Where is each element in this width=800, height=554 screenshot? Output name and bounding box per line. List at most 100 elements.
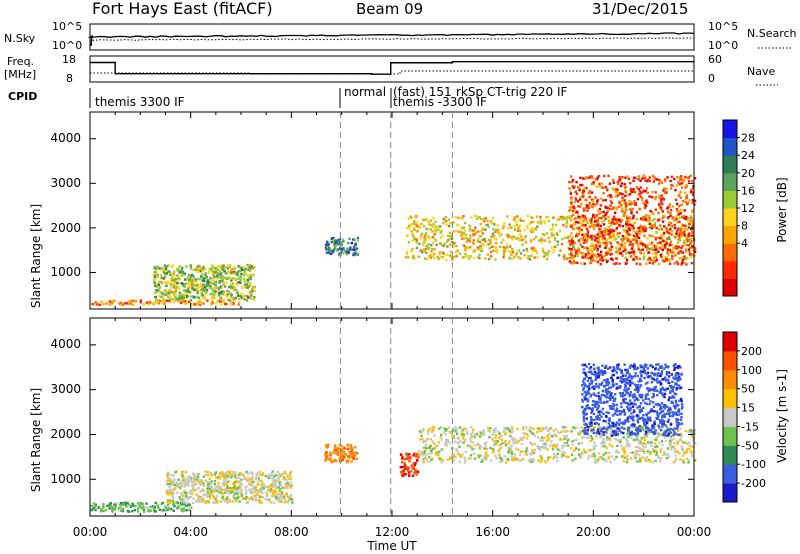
vel-data-cell <box>204 479 208 482</box>
power-data-cell <box>205 275 208 279</box>
vel-data-cell <box>167 483 170 486</box>
power-data-cell <box>242 266 246 269</box>
power-data-cell <box>224 272 227 275</box>
power-data-cell <box>680 175 683 178</box>
vel-data-cell <box>645 430 648 434</box>
vel-data-cell <box>269 501 273 504</box>
power-data-cell <box>598 235 602 238</box>
power-data-cell <box>201 288 204 291</box>
vel-data-cell <box>251 499 255 502</box>
power-data-cell <box>686 228 689 231</box>
power-data-cell <box>484 257 487 260</box>
power-data-cell <box>197 285 200 289</box>
power-data-cell <box>237 303 240 306</box>
power-data-cell <box>648 195 651 198</box>
power-data-cell <box>691 234 694 237</box>
power-data-cell <box>606 251 609 254</box>
vel-data-cell <box>271 476 274 479</box>
vel-data-cell <box>595 416 598 419</box>
power-data-cell <box>492 228 495 231</box>
power-data-cell <box>614 190 618 194</box>
power-data-cell <box>584 224 587 227</box>
power-data-cell <box>580 251 583 255</box>
vel-data-cell <box>469 457 472 460</box>
power-data-cell <box>641 248 645 251</box>
power-data-cell <box>439 236 443 239</box>
vel-data-cell <box>262 484 265 487</box>
power-data-cell <box>691 245 694 248</box>
vel-data-cell <box>192 472 195 476</box>
power-data-cell <box>582 190 586 193</box>
power-data-cell <box>173 300 176 303</box>
power-data-cell <box>688 250 691 253</box>
vel-data-cell <box>239 490 242 493</box>
power-data-cell <box>668 243 672 247</box>
power-data-cell <box>436 255 439 259</box>
vel-data-cell <box>631 375 634 379</box>
vel-data-cell <box>205 493 208 496</box>
power-data-cell <box>157 289 160 292</box>
power-data-cell <box>620 243 624 246</box>
vel-data-cell <box>672 430 676 433</box>
power-data-cell <box>433 233 436 236</box>
power-data-cell <box>329 249 332 252</box>
vel-data-cell <box>289 486 292 489</box>
power-data-cell <box>222 298 226 302</box>
power-data-cell <box>535 215 539 218</box>
power-data-cell <box>163 264 166 267</box>
vel-data-cell <box>336 447 339 450</box>
vel-data-cell <box>449 457 452 460</box>
power-data-cell <box>654 238 657 241</box>
power-data-cell <box>342 247 345 250</box>
power-data-cell <box>604 251 608 254</box>
power-data-cell <box>164 293 167 297</box>
vel-data-cell <box>242 474 245 477</box>
vel-data-cell <box>625 457 629 460</box>
power-data-cell <box>505 243 509 246</box>
power-data-cell <box>199 299 203 302</box>
vel-data-cell <box>153 510 156 513</box>
power-data-cell <box>326 240 329 243</box>
vel-data-cell <box>609 395 612 398</box>
power-data-cell <box>649 209 652 213</box>
vel-data-cell <box>593 422 597 425</box>
vel-data-cell <box>592 412 596 416</box>
vel-data-cell <box>210 480 213 483</box>
power-data-cell <box>620 204 623 207</box>
vel-data-cell <box>225 486 229 489</box>
power-data-cell <box>471 232 475 236</box>
power-data-cell <box>174 286 178 289</box>
power-data-cell <box>196 271 199 274</box>
power-data-cell <box>157 302 161 305</box>
vel-data-cell <box>687 430 690 433</box>
power-data-cell <box>589 244 592 248</box>
power-data-cell <box>212 270 216 274</box>
power-data-cell <box>648 257 651 260</box>
power-data-cell <box>623 237 626 240</box>
power-data-cell <box>582 241 586 245</box>
power-data-cell <box>573 223 577 226</box>
vel-data-cell <box>530 453 533 456</box>
vel-data-cell <box>611 380 615 384</box>
vel-data-cell <box>542 445 545 449</box>
power-data-cell <box>501 227 505 230</box>
power-data-cell <box>570 196 573 199</box>
power-data-cell <box>632 214 635 217</box>
power-data-cell <box>642 252 646 255</box>
power-data-cell <box>666 258 669 261</box>
power-data-cell <box>582 219 585 222</box>
power-data-cell <box>625 230 629 233</box>
vel-data-cell <box>182 476 186 480</box>
vel-data-cell <box>645 434 649 437</box>
vel-data-cell <box>600 456 603 459</box>
power-data-cell <box>452 221 455 224</box>
power-data-cell <box>615 228 618 231</box>
power-data-cell <box>668 221 671 224</box>
power-data-cell <box>668 223 671 226</box>
vel-data-cell <box>623 394 627 397</box>
vel-data-cell <box>626 427 630 431</box>
power-data-cell <box>181 266 184 270</box>
vel-data-cell <box>604 371 607 375</box>
vel-data-cell <box>644 421 647 424</box>
vel-data-cell <box>613 437 617 440</box>
